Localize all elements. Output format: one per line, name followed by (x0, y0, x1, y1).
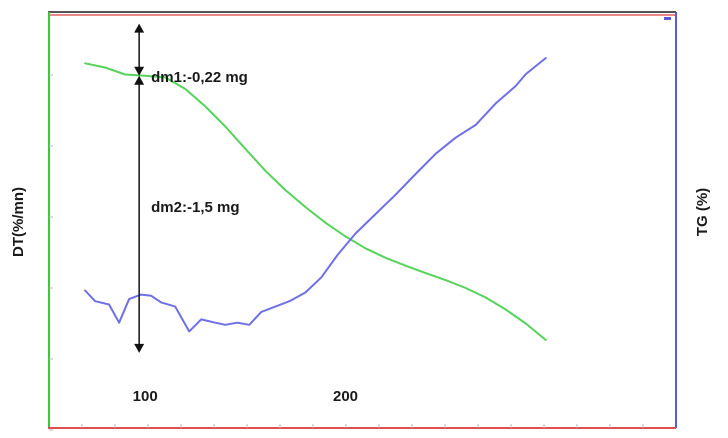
dm1-arrow-head-down (134, 66, 145, 76)
tick-marks (49, 74, 644, 431)
dm2-label: dm2:-1,5 mg (151, 199, 239, 216)
mass-loss-annotations: dm1:-0,22 mg dm2:-1,5 mg (134, 23, 248, 353)
dt-curve (84, 57, 547, 333)
data-series (84, 57, 547, 341)
right-axis-title: TG (%) (694, 188, 711, 236)
x-tick-label-200: 200 (333, 388, 358, 405)
dm1-arrow-head-up (134, 23, 145, 33)
x-tick-label-100: 100 (133, 388, 158, 405)
left-axis-title: DT(%/mn) (10, 187, 27, 257)
dm1-label: dm1:-0,22 mg (151, 69, 248, 86)
dm2-arrow-head-down (134, 343, 145, 353)
top-right-corner-marker (664, 17, 671, 20)
dm2-arrow-head-up (134, 75, 145, 85)
tg-curve (84, 62, 547, 341)
